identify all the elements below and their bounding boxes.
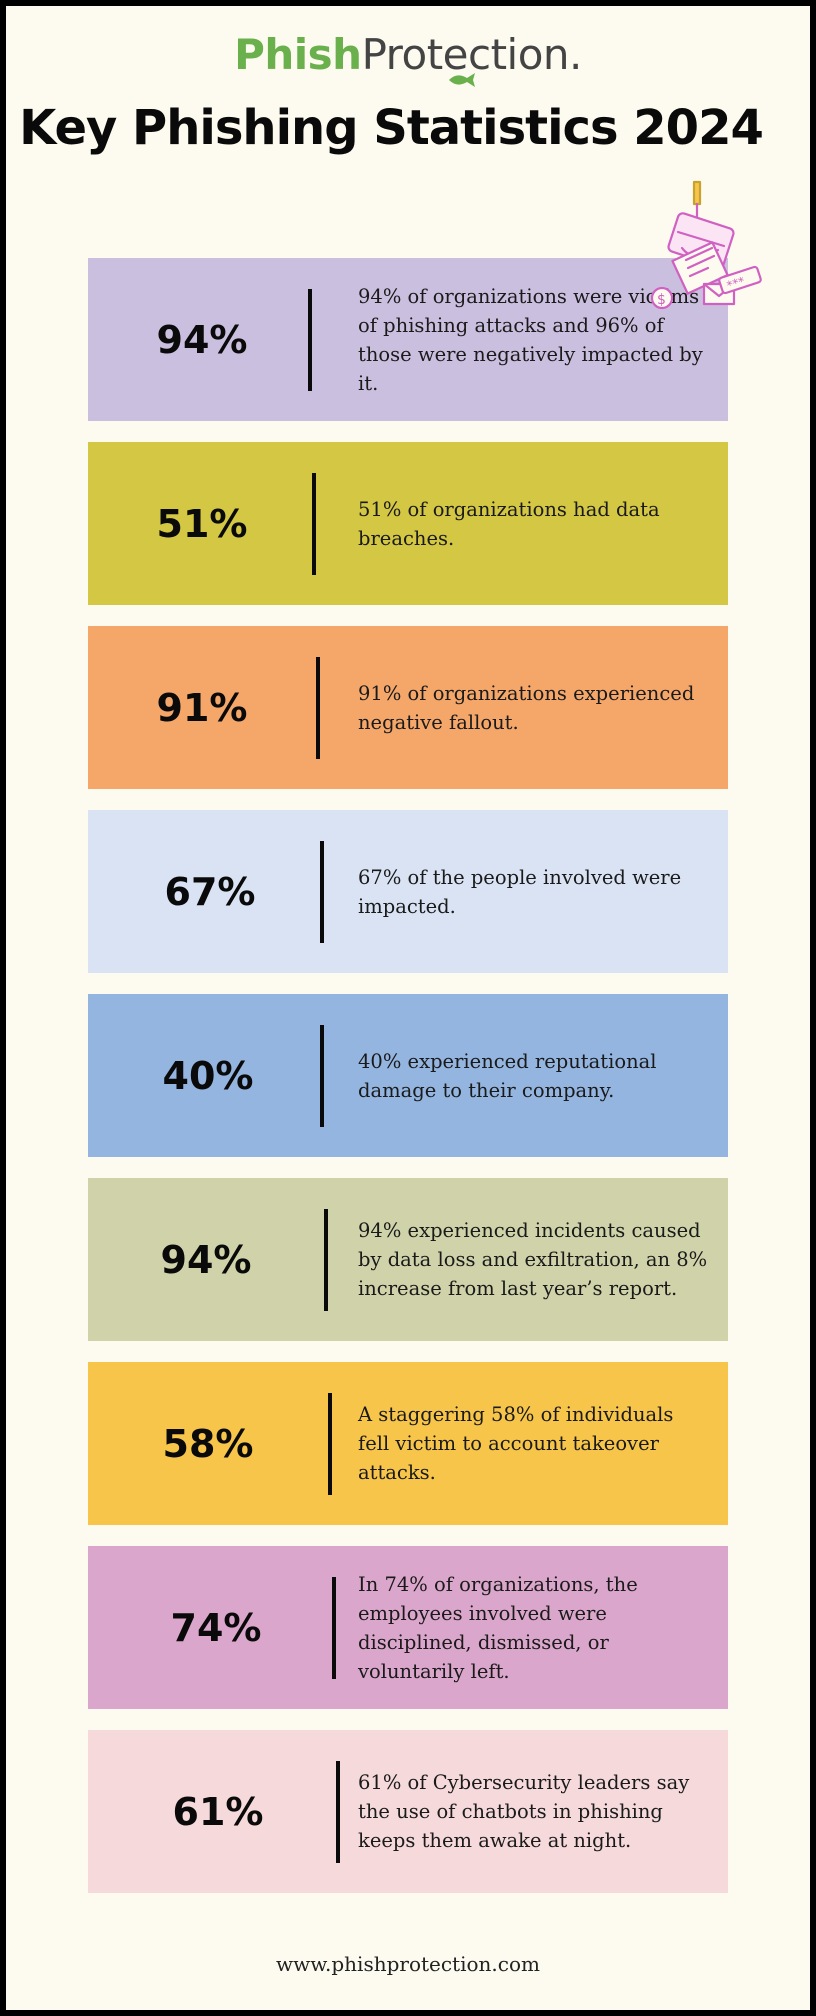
stat-percent: 74% bbox=[170, 1605, 262, 1650]
divider-line bbox=[328, 1393, 332, 1495]
stat-card: 94% 94% of organizations were victims of… bbox=[88, 258, 728, 421]
divider-line bbox=[320, 1025, 324, 1127]
fish-icon bbox=[449, 73, 475, 87]
stat-description: In 74% of organizations, the employees i… bbox=[358, 1572, 638, 1683]
stat-percent: 51% bbox=[156, 501, 248, 546]
divider-line bbox=[336, 1761, 340, 1863]
stat-description: 51% of organizations had data breaches. bbox=[358, 497, 660, 550]
footer-url: www.phishprotection.com bbox=[276, 1952, 540, 1976]
divider-line bbox=[312, 473, 316, 575]
stat-percent: 61% bbox=[172, 1789, 264, 1834]
stat-percent: 67% bbox=[164, 869, 256, 914]
stat-description: 40% experienced reputational damage to t… bbox=[358, 1049, 657, 1102]
stat-description: A staggering 58% of individuals fell vic… bbox=[358, 1403, 674, 1484]
stat-card: 94% 94% experienced incidents caused by … bbox=[88, 1178, 728, 1341]
divider-line bbox=[324, 1209, 328, 1311]
stat-percent: 58% bbox=[162, 1421, 254, 1466]
stat-description: 94% of organizations were victims of phi… bbox=[358, 284, 703, 395]
logo-text-protection: Protection. bbox=[361, 30, 583, 79]
page-title: Key Phishing Statistics 2024 bbox=[19, 100, 764, 156]
brand-logo: PhishProtection. bbox=[0, 30, 816, 87]
divider-line bbox=[308, 289, 312, 391]
divider-line bbox=[332, 1577, 336, 1679]
stat-description: 67% of the people involved were impacted… bbox=[358, 865, 682, 918]
stat-card: 91% 91% of organizations experienced neg… bbox=[88, 626, 728, 789]
stat-card: 74% In 74% of organizations, the employe… bbox=[88, 1546, 728, 1709]
stat-description: 91% of organizations experienced negativ… bbox=[358, 681, 695, 734]
divider-line bbox=[316, 657, 320, 759]
stat-card: 58% A staggering 58% of individuals fell… bbox=[88, 1362, 728, 1525]
svg-text:***: *** bbox=[725, 274, 746, 293]
phishing-hook-credit-card-icon: $ *** bbox=[650, 180, 762, 310]
stat-description: 94% experienced incidents caused by data… bbox=[358, 1219, 708, 1300]
stat-card: 61% 61% of Cybersecurity leaders say the… bbox=[88, 1730, 728, 1893]
stat-percent: 94% bbox=[160, 1237, 252, 1282]
stat-description: 61% of Cybersecurity leaders say the use… bbox=[358, 1771, 690, 1852]
stat-percent: 94% bbox=[156, 317, 248, 362]
stat-card: 40% 40% experienced reputational damage … bbox=[88, 994, 728, 1157]
stat-card: 67% 67% of the people involved were impa… bbox=[88, 810, 728, 973]
divider-line bbox=[320, 841, 324, 943]
stat-percent: 40% bbox=[162, 1053, 254, 1098]
stat-percent: 91% bbox=[156, 685, 248, 730]
logo-text-phish: Phish bbox=[234, 30, 362, 79]
svg-text:$: $ bbox=[657, 292, 666, 308]
stat-card: 51% 51% of organizations had data breach… bbox=[88, 442, 728, 605]
